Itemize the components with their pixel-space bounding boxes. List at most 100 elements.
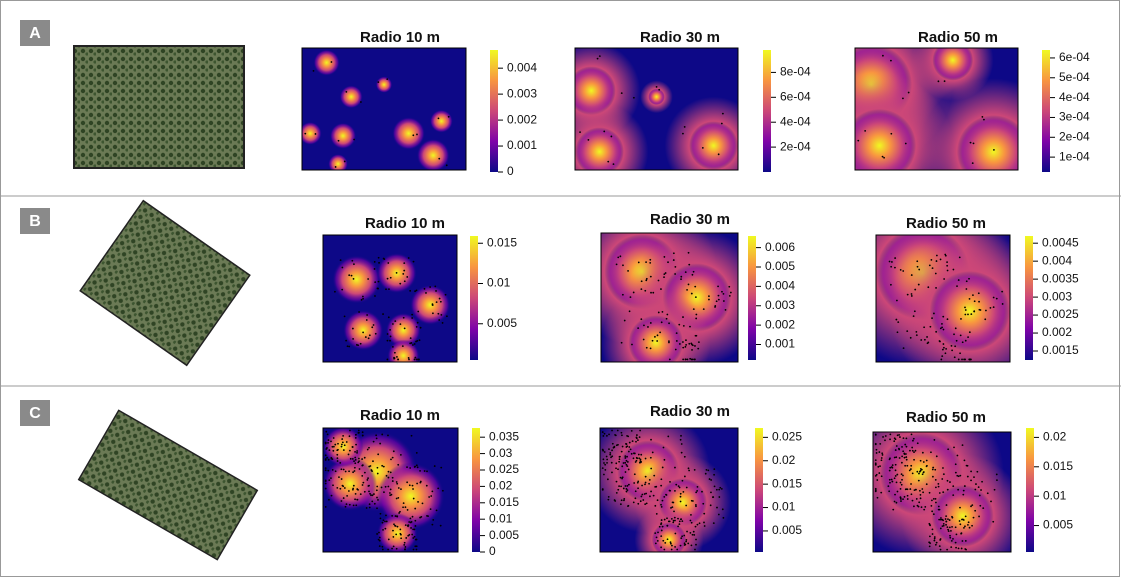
tree-point [913,315,915,317]
tree-point [658,280,660,282]
tree-point [633,292,635,294]
tree-point [907,294,909,296]
heatmap-core [575,127,624,176]
tree-point [402,506,404,508]
tree-point [934,536,936,538]
tree-point [950,530,952,532]
tree-point [685,505,687,507]
tree-point [378,532,380,534]
tree-point [695,526,697,528]
tree-point [951,345,953,347]
tree-point [362,298,364,300]
tree-point [694,549,696,551]
tree-point [875,489,877,491]
tree-point [615,462,617,464]
tree-point [881,475,883,477]
tree-point [412,485,414,487]
tree-point [626,443,628,445]
tree-point [354,451,356,453]
tree-point [679,520,681,522]
tree-point [897,321,899,323]
tree-point [964,525,966,527]
tree-point [714,485,716,487]
tree-point [622,446,624,448]
tree-point [607,478,609,480]
tree-point [602,449,604,451]
tree-point [640,318,642,320]
tree-point [644,503,646,505]
tree-point [964,459,966,461]
tree-point [876,452,878,454]
tree-point [621,434,623,436]
tree-point [404,542,406,544]
tree-point [405,537,407,539]
tree-point [414,466,416,468]
tree-point [408,521,410,523]
tree-point [637,487,639,489]
tree-point [916,471,918,473]
tree-point [894,267,896,269]
tree-point [707,469,709,471]
tree-point [904,496,906,498]
tree-point [909,450,911,452]
tree-point [604,469,606,471]
tree-point [693,271,695,273]
tree-point [349,504,351,506]
tree-point [606,462,608,464]
tree-point [383,519,385,521]
tree-point [368,447,370,449]
tree-point [630,449,632,451]
tree-point [626,456,628,458]
tree-point [617,468,619,470]
tree-point [947,489,949,491]
row-label: C [29,405,41,422]
tree-point [938,519,940,521]
tree-point [688,467,690,469]
tree-point [396,548,398,550]
tree-point [390,277,392,279]
tree-point [396,498,398,500]
tree-point [943,473,945,475]
tree-point [407,509,409,511]
tree-point [639,430,641,432]
tree-point [446,315,448,317]
tree-point [650,322,652,324]
tree-point [385,288,387,290]
tree-point [962,444,964,446]
tree-point [399,323,401,325]
tree-point [959,520,961,522]
tree-point [674,546,676,548]
tree-point [695,544,697,546]
tree-point [639,436,641,438]
tree-point [942,316,944,318]
tree-point [956,340,958,342]
colorbar-tick-label: 0.025 [489,462,519,476]
tree-point [685,339,687,341]
colorbar-tick-label: 0.005 [1043,518,1073,532]
tree-point [663,496,665,498]
tree-point [417,322,419,324]
tree-point [938,506,940,508]
tree-point [674,520,676,522]
tree-point [409,484,411,486]
tree-point [377,473,379,475]
tree-point [411,435,413,437]
tree-point [927,342,929,344]
tree-point [633,502,635,504]
tree-point [416,545,418,547]
tree-point [953,446,955,448]
tree-point [397,359,399,361]
tree-point [602,431,604,433]
tree-point [922,473,924,475]
tree-point [375,333,377,335]
tree-point [619,255,621,257]
panel-title: Radio 10 m [360,407,440,424]
tree-point [338,140,340,142]
tree-point [416,452,418,454]
tree-point [621,478,623,480]
tree-point [404,546,406,548]
tree-point [387,549,389,551]
tree-point [379,540,381,542]
tree-point [980,489,982,491]
tree-point [976,471,978,473]
